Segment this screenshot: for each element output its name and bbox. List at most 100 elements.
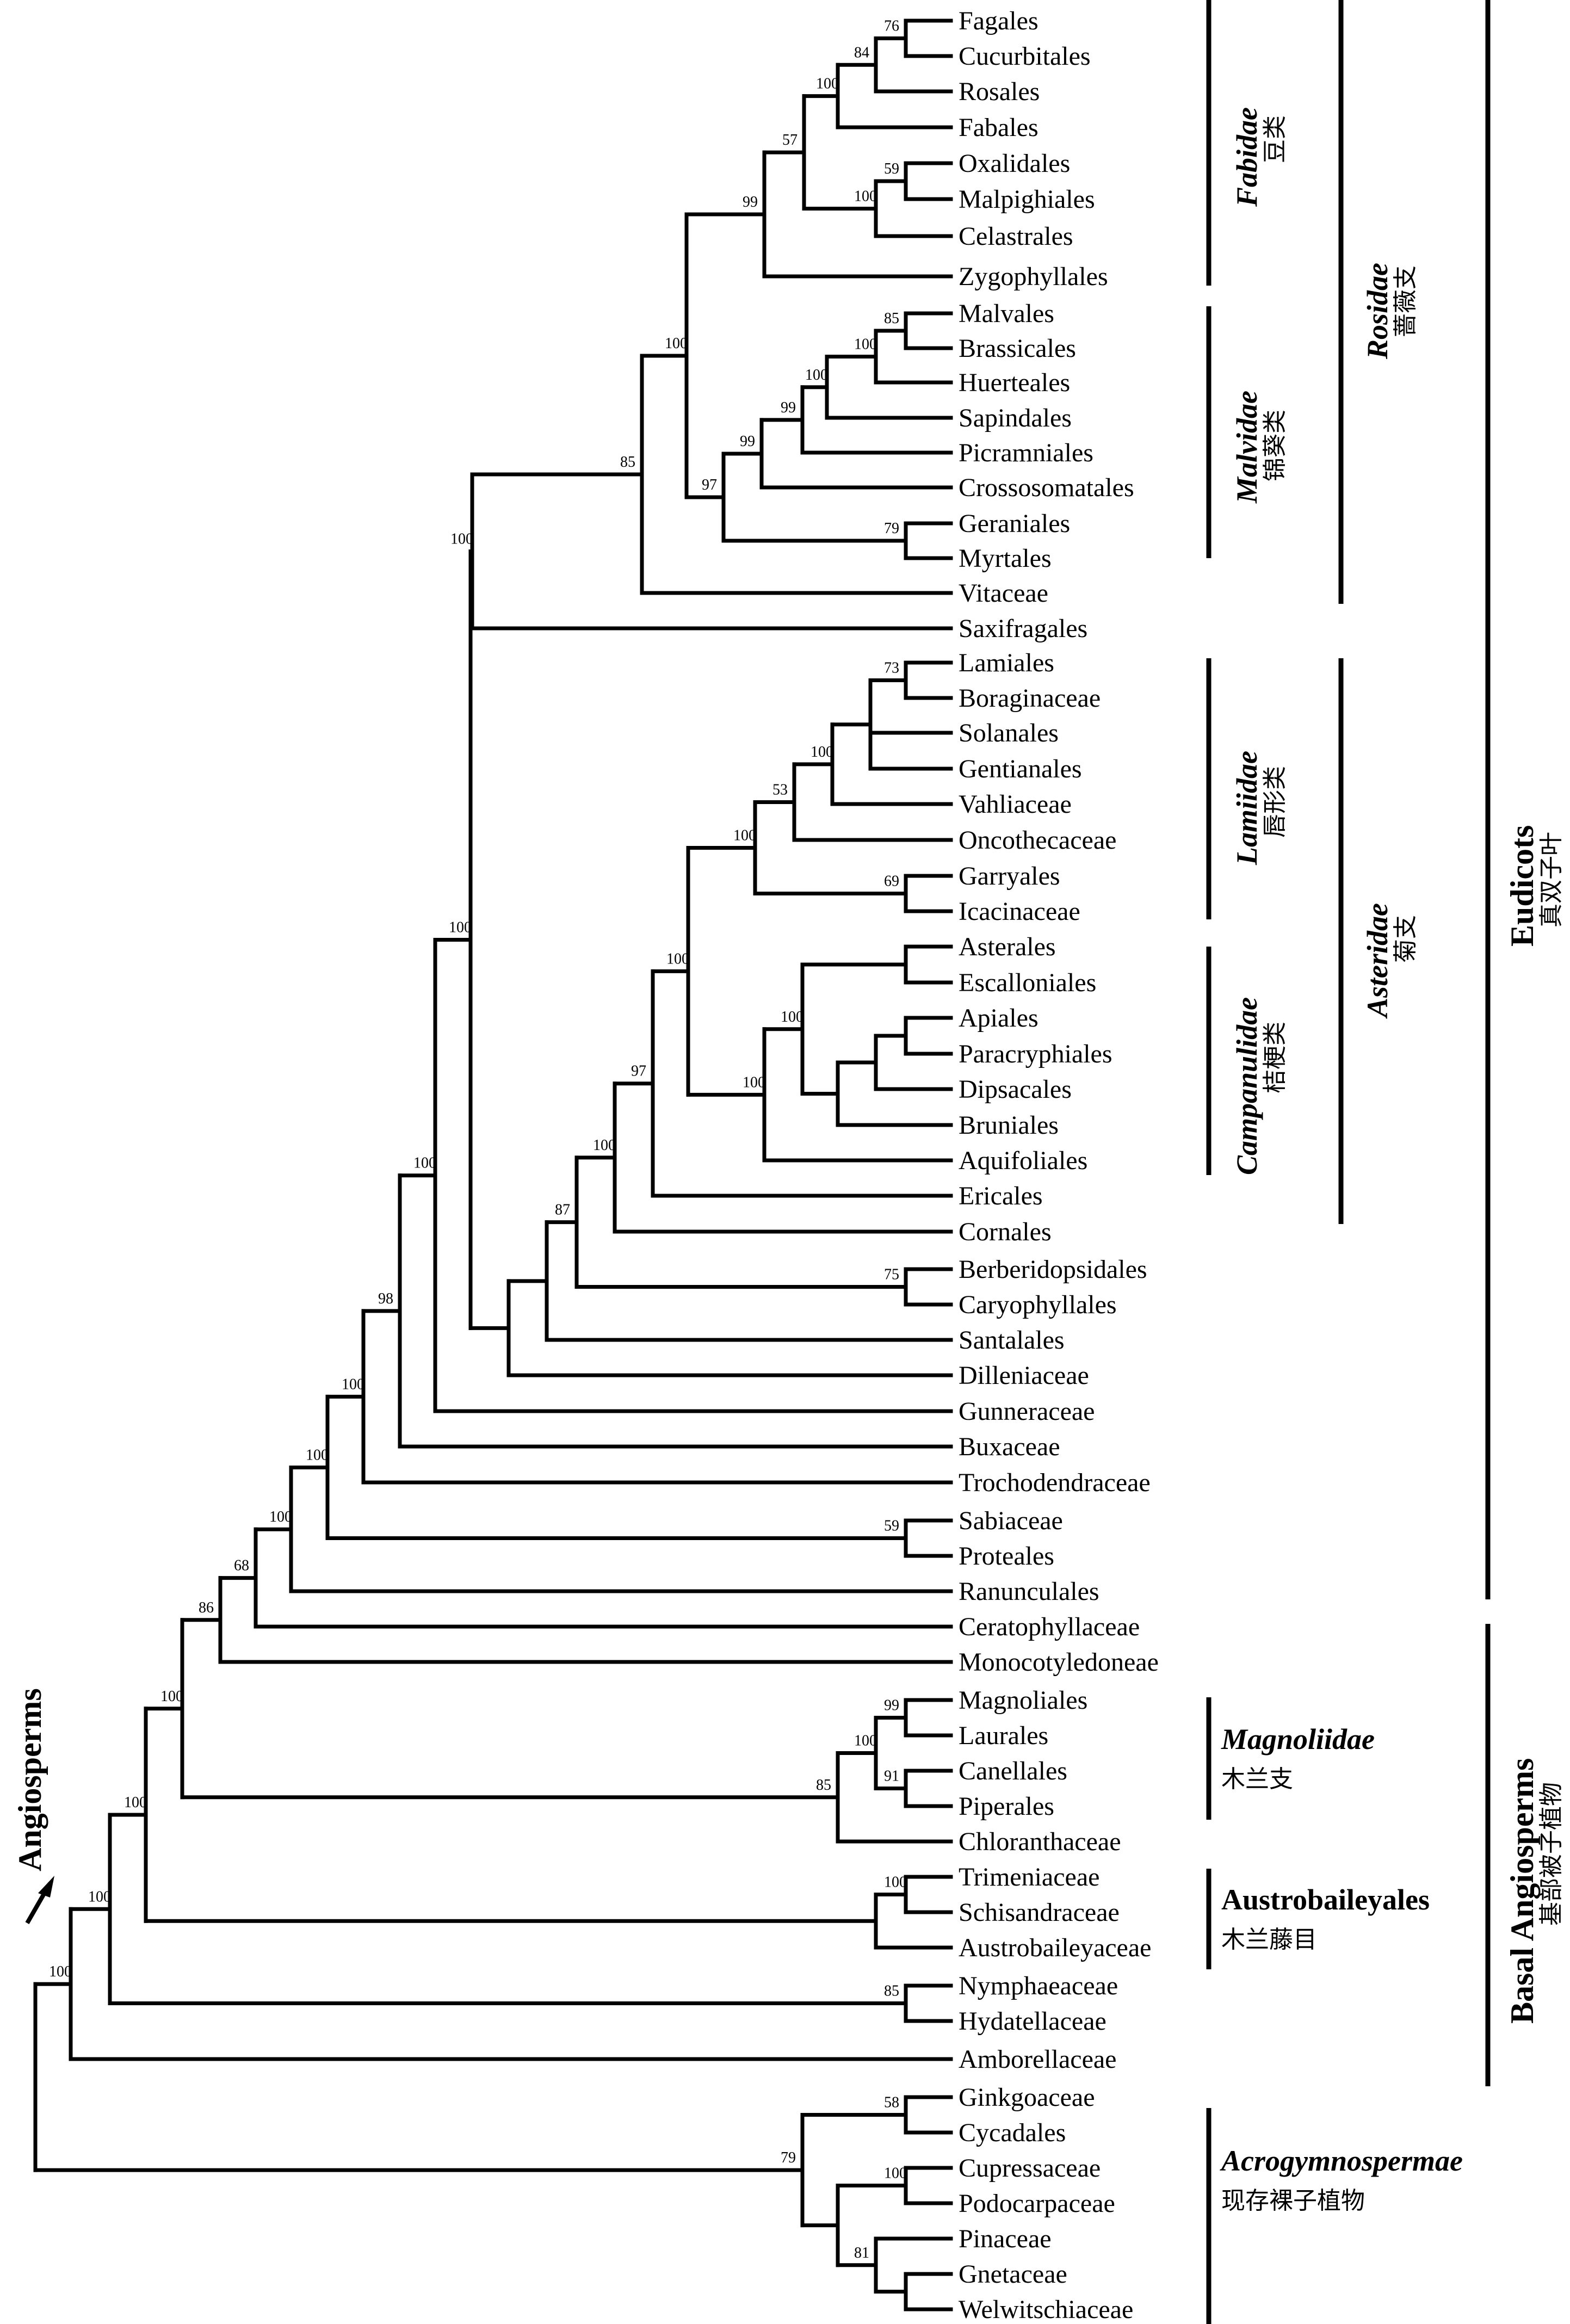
support-value: 100 — [811, 744, 833, 761]
taxon-label: Saxifragales — [959, 614, 1087, 643]
label-fabidae: Fabidae — [1231, 107, 1263, 207]
label-acrogymnospermae-cn: 现存裸子植物 — [1221, 2187, 1365, 2215]
taxon-label: Monocotyledoneae — [959, 1648, 1159, 1677]
taxon-label: Oxalidales — [959, 149, 1070, 178]
taxon-label: Vahliaceae — [959, 790, 1072, 819]
taxon-label: Ericales — [959, 1182, 1043, 1210]
taxon-label: Santalales — [959, 1326, 1065, 1355]
support-value: 91 — [884, 1768, 899, 1785]
arrow-icon — [25, 1876, 54, 1924]
label-eudicots-cn: 真双子叶 — [1537, 832, 1565, 928]
support-value: 84 — [854, 44, 869, 61]
label-eudicots: Eudicots — [1504, 825, 1540, 947]
taxon-label: Welwitschiaceae — [959, 2295, 1133, 2324]
taxon-label: Buxaceae — [959, 1432, 1060, 1461]
support-value: 53 — [772, 781, 788, 798]
taxon-label: Schisandraceae — [959, 1898, 1120, 1927]
label-lamiidae: Lamiidae — [1231, 751, 1263, 866]
taxon-label: Cucurbitales — [959, 42, 1091, 71]
support-value: 85 — [884, 310, 899, 327]
taxon-label: Malvales — [959, 299, 1054, 328]
support-value: 87 — [555, 1202, 570, 1219]
support-value: 100 — [88, 1888, 111, 1905]
support-value: 100 — [160, 1688, 183, 1705]
support-value: 100 — [413, 1155, 436, 1172]
taxon-label: Chloranthaceae — [959, 1827, 1121, 1856]
label-asteridae: Asteridae — [1361, 903, 1394, 1019]
label-fabidae-cn: 豆类 — [1261, 115, 1289, 163]
support-value: 100 — [269, 1509, 292, 1525]
taxon-label: Proteales — [959, 1542, 1054, 1571]
support-value: 97 — [631, 1063, 646, 1080]
taxon-label: Asterales — [959, 932, 1056, 961]
taxon-label: Ranunculales — [959, 1577, 1099, 1606]
taxon-label: Magnoliales — [959, 1686, 1087, 1715]
taxon-label: Trochodendraceae — [959, 1468, 1151, 1497]
support-value: 100 — [449, 919, 472, 936]
taxon-label: Cupressaceae — [959, 2154, 1101, 2183]
support-value: 100 — [781, 1009, 803, 1025]
support-value: 100 — [666, 950, 689, 967]
support-value: 59 — [884, 1518, 899, 1535]
support-value: 100 — [884, 2165, 907, 2182]
taxon-label: Ginkgoaceae — [959, 2083, 1095, 2112]
taxon-label: Celastrales — [959, 222, 1073, 251]
label-campanulidae: Campanulidae — [1231, 997, 1263, 1175]
taxon-label: Geraniales — [959, 509, 1070, 538]
label-basal-angiosperms: Basal Angiosperms — [1504, 1758, 1540, 2024]
label-malvidae: Malvidae — [1231, 391, 1263, 504]
support-value: 75 — [884, 1266, 899, 1283]
taxon-label: Fagales — [959, 7, 1039, 35]
taxon-label: Rosales — [959, 77, 1040, 106]
tree-branches — [33, 18, 953, 2311]
taxon-label: Canellales — [959, 1757, 1067, 1785]
taxon-label: Dilleniaceae — [959, 1361, 1089, 1390]
support-value: 79 — [884, 520, 899, 537]
support-value: 100 — [743, 1074, 765, 1091]
support-value: 100 — [816, 76, 839, 92]
support-value: 97 — [702, 477, 717, 493]
taxon-label: Cornales — [959, 1217, 1052, 1246]
label-acrogymnospermae: Acrogymnospermae — [1220, 2144, 1463, 2177]
taxon-label: Garryales — [959, 862, 1060, 891]
taxon-label: Sabiaceae — [959, 1506, 1063, 1535]
support-value: 100 — [342, 1376, 364, 1393]
support-value: 99 — [743, 194, 758, 211]
support-value: 85 — [816, 1777, 831, 1794]
taxon-label: Nymphaeaceae — [959, 1971, 1118, 2000]
taxon-label: Picramniales — [959, 438, 1093, 467]
taxon-label: Apiales — [959, 1004, 1039, 1033]
taxon-label: Caryophyllales — [959, 1290, 1117, 1319]
support-value: 100 — [306, 1447, 329, 1463]
taxon-label: Berberidopsidales — [959, 1255, 1147, 1284]
support-value: 58 — [884, 2094, 899, 2111]
support-value: 79 — [781, 2149, 796, 2166]
label-campanulidae-cn: 桔梗类 — [1261, 1022, 1289, 1093]
label-magnoliidae-cn: 木兰支 — [1221, 1765, 1293, 1793]
support-value: 100 — [124, 1794, 147, 1811]
taxon-label: Paracryphiales — [959, 1040, 1112, 1068]
label-malvidae-cn: 锦葵类 — [1261, 410, 1289, 481]
support-value: 73 — [884, 660, 899, 677]
support-value: 98 — [378, 1290, 393, 1307]
taxon-label: Amborellaceae — [959, 2045, 1116, 2074]
label-magnoliidae: Magnoliidae — [1221, 1723, 1375, 1756]
support-value: 99 — [884, 1697, 899, 1714]
taxon-label: Hydatellaceae — [959, 2007, 1107, 2036]
support-value: 68 — [234, 1557, 249, 1574]
taxon-label: Aquifoliales — [959, 1146, 1087, 1175]
clade-labels: Fabidae 豆类 Malvidae 锦葵类 Rosidae 蔷薇支 Lami… — [12, 107, 1565, 2215]
support-value: 100 — [854, 188, 877, 205]
support-value: 100 — [593, 1137, 616, 1154]
support-value: 100 — [884, 1874, 907, 1891]
taxon-label: Cycadales — [959, 2118, 1066, 2147]
taxon-label: Sapindales — [959, 404, 1072, 432]
taxon-label: Dipsacales — [959, 1075, 1072, 1104]
clade-bars — [1206, 0, 1491, 2324]
support-value: 99 — [740, 433, 755, 450]
taxon-label: Austrobaileyaceae — [959, 1933, 1151, 1962]
support-value: 76 — [884, 18, 899, 35]
support-value: 100 — [49, 1963, 72, 1980]
taxon-label: Boraginaceae — [959, 684, 1101, 713]
support-value: 85 — [884, 1983, 899, 2000]
